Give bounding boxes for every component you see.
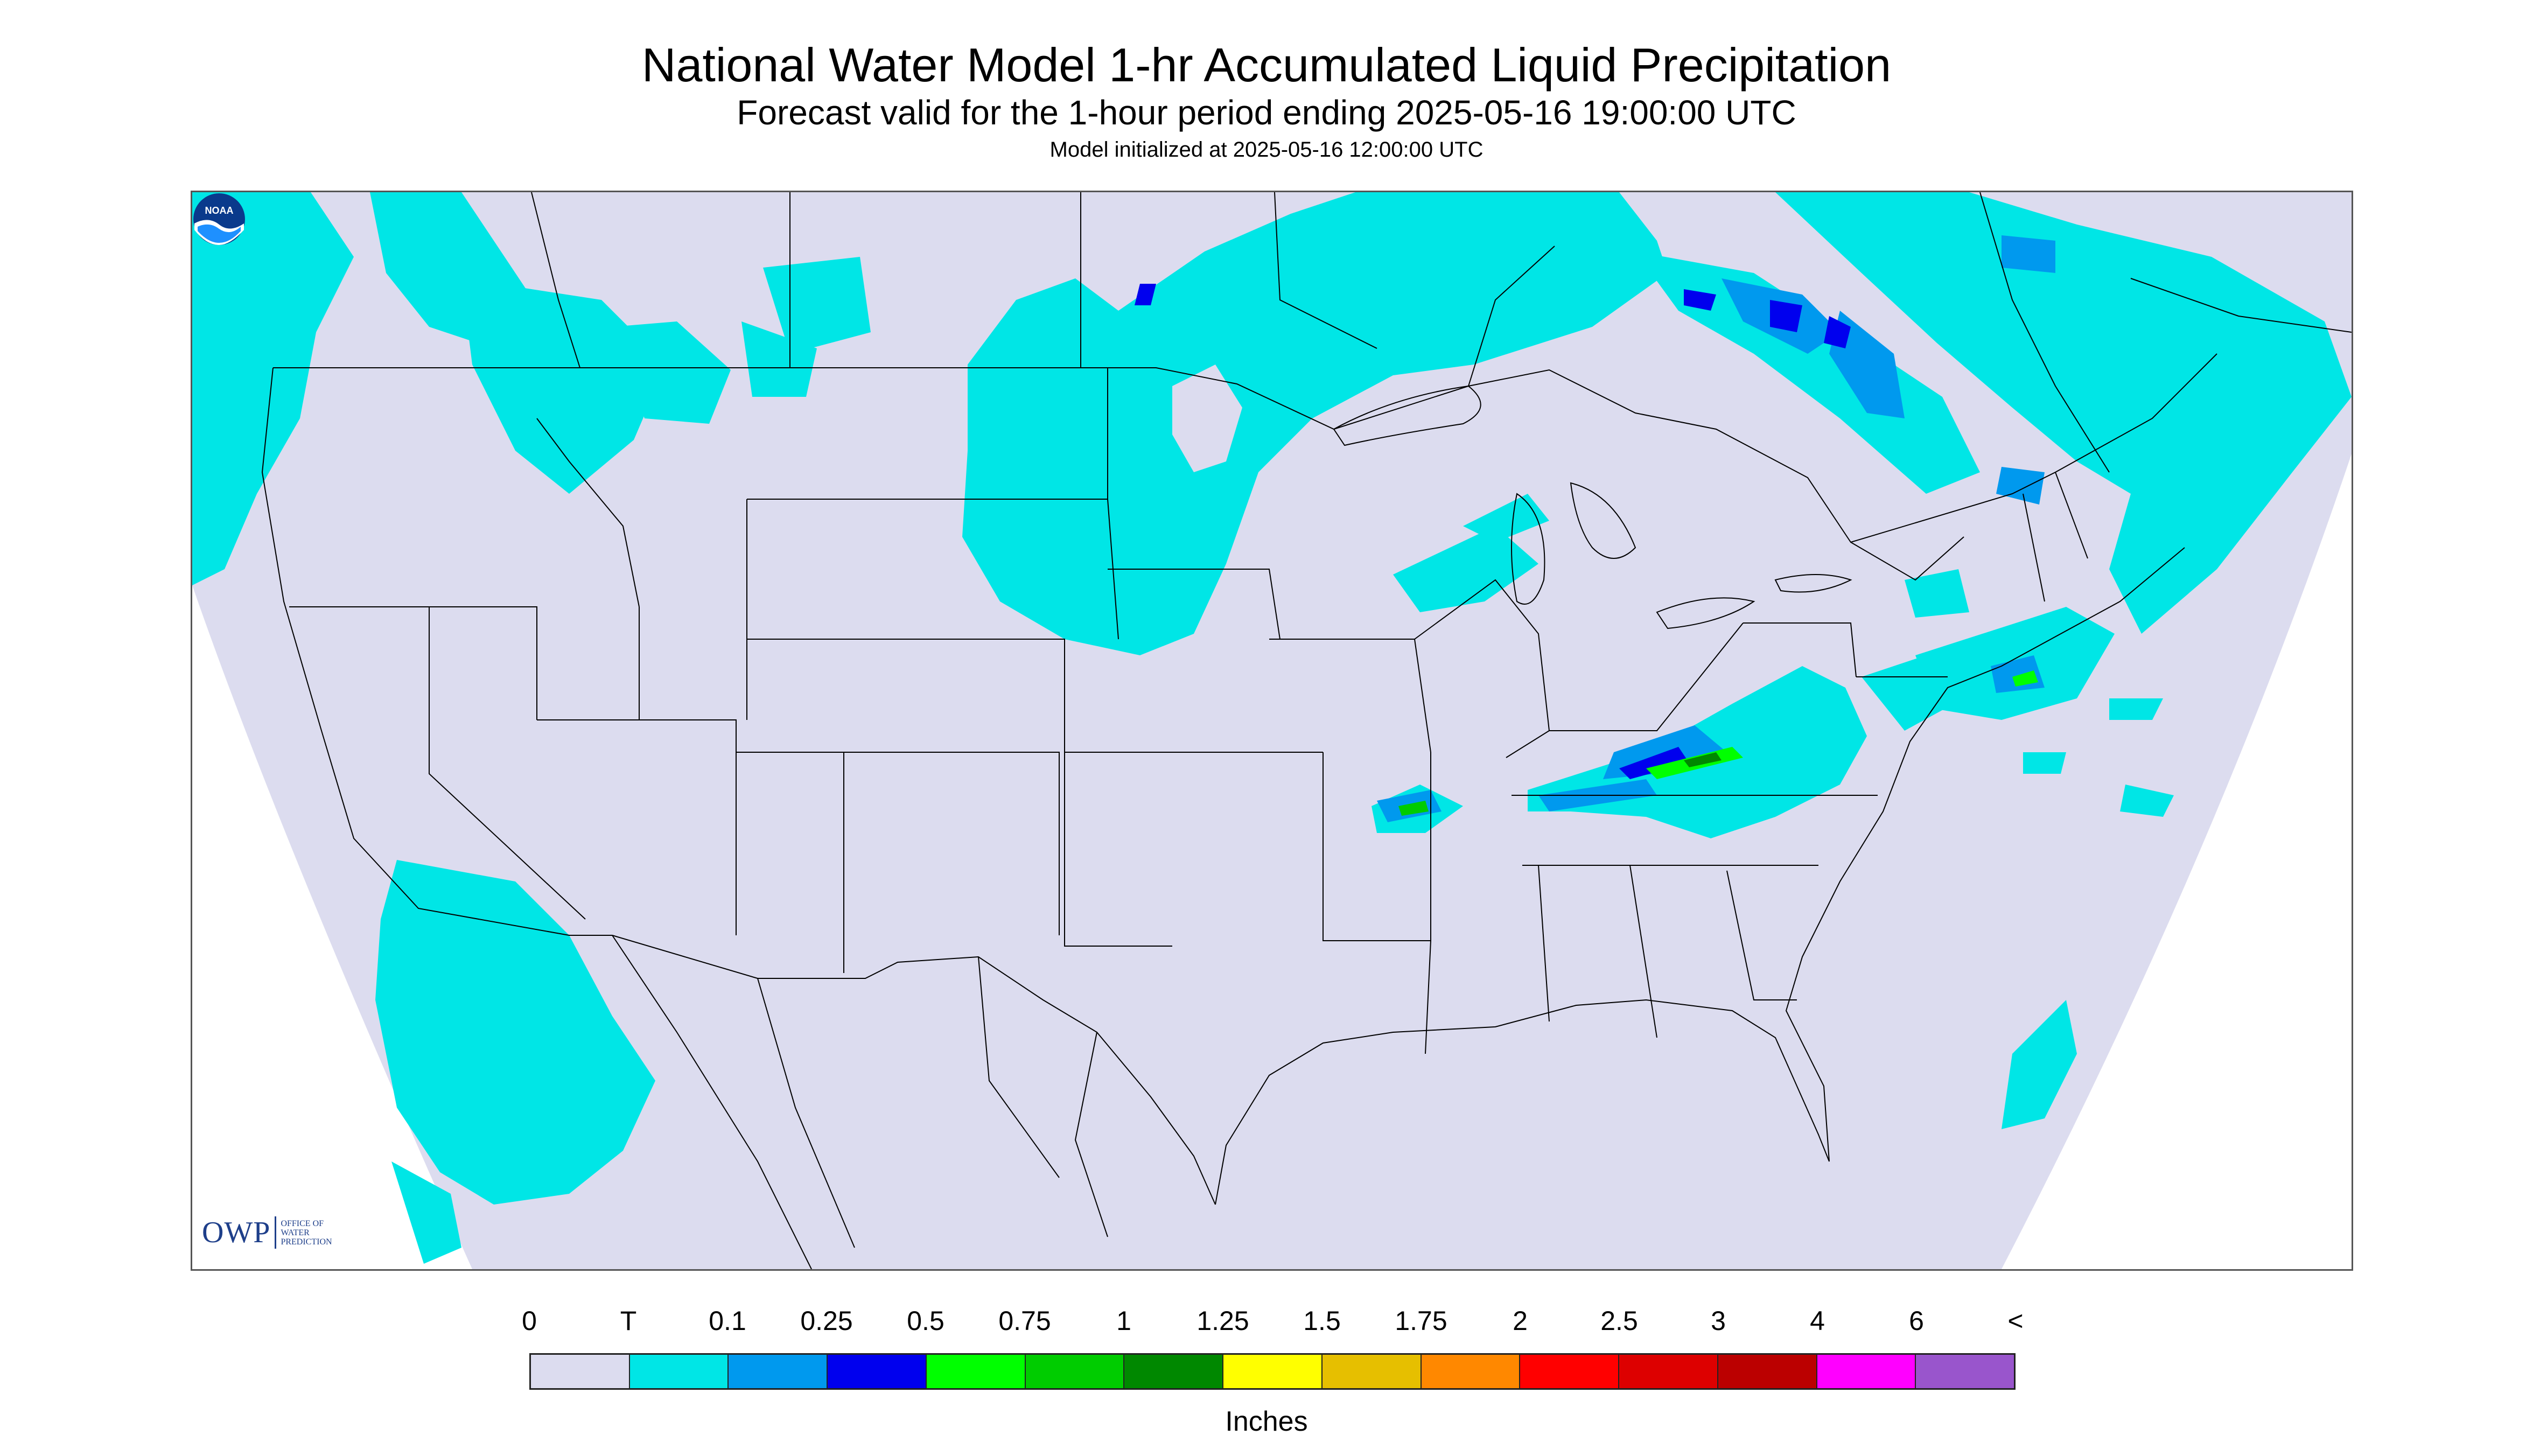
precip-northeast-band [1635, 251, 1980, 494]
legend-swatch [926, 1355, 1026, 1388]
legend-swatch [1718, 1355, 1817, 1388]
pacific-coast [261, 367, 612, 936]
legend-swatch [531, 1355, 630, 1388]
legend-color-bar [529, 1353, 2016, 1390]
us-canada-border [273, 353, 2217, 543]
owp-logo: OWP OFFICE OF WATER PREDICTION [202, 1215, 332, 1250]
lake-ontario [1774, 574, 1852, 593]
map-canvas [192, 192, 2352, 1269]
legend-swatch [828, 1355, 927, 1388]
legend-label: 0.25 [800, 1306, 853, 1336]
legend-label: 2.5 [1600, 1306, 1638, 1336]
legend-label: 0 [522, 1306, 537, 1336]
legend-swatch [1916, 1355, 2014, 1388]
precipitation-map[interactable]: OWP OFFICE OF WATER PREDICTION NOAA [191, 191, 2353, 1271]
gulf-coast [1215, 999, 1830, 1205]
owp-logo-text: OFFICE OF WATER PREDICTION [281, 1219, 332, 1247]
legend-label: 1.75 [1395, 1306, 1447, 1336]
legend-swatch [1025, 1355, 1125, 1388]
precip-0-5-plus-areas [1398, 670, 2038, 816]
legend-swatch [729, 1355, 828, 1388]
model-init-line: Model initialized at 2025-05-16 12:00:00… [1049, 138, 1484, 162]
great-lakes [1333, 385, 1852, 629]
legend-swatch [1124, 1355, 1224, 1388]
legend-label: 1.25 [1196, 1306, 1249, 1336]
precip-0-25-areas [1135, 284, 1851, 779]
map-domain [192, 192, 2352, 1269]
legend-swatch [1322, 1355, 1422, 1388]
legend-swatch [629, 1355, 729, 1388]
legend-label: 2 [1513, 1306, 1528, 1336]
legend-label: T [620, 1306, 637, 1336]
owp-logo-divider [275, 1216, 277, 1249]
legend-label: 1 [1116, 1306, 1131, 1336]
political-boundaries [261, 192, 2352, 1269]
legend-label: 0.1 [709, 1306, 746, 1336]
legend-label: 0.5 [907, 1306, 944, 1336]
legend-swatch [1817, 1355, 1916, 1388]
atlantic-coast [1785, 547, 2185, 1162]
legend-label: 3 [1711, 1306, 1726, 1336]
precip-trace-areas [192, 192, 2352, 1264]
legend-label: 0.75 [998, 1306, 1051, 1336]
legend-swatch [1619, 1355, 1718, 1388]
noaa-logo: NOAA [193, 193, 245, 245]
legend-units: Inches [1225, 1406, 1308, 1437]
lake-erie [1656, 597, 1755, 629]
legend-label: < [2007, 1306, 2024, 1336]
legend-label: 6 [1909, 1306, 1924, 1336]
legend-labels: 0 T 0.1 0.25 0.5 0.75 1 1.25 1.5 1.75 2 2.5 3 4 6 < [0, 1305, 2533, 1343]
us-mexico-border [612, 935, 1216, 1205]
precip-northern-plains [962, 192, 1668, 655]
owp-logo-mark: OWP [202, 1216, 271, 1249]
lake-huron [1570, 482, 1636, 559]
legend-label: 4 [1810, 1306, 1825, 1336]
legend-label: 1.5 [1303, 1306, 1341, 1336]
map-title: National Water Model 1-hr Accumulated Li… [641, 38, 1892, 92]
precip-pacific-northwest [192, 192, 354, 585]
map-subtitle: Forecast valid for the 1-hour period end… [737, 93, 1796, 132]
noaa-logo-text: NOAA [205, 205, 234, 216]
legend-swatch [1520, 1355, 1620, 1388]
lake-superior [1333, 385, 1481, 446]
legend-swatch [1421, 1355, 1521, 1388]
precip-pacific-southwest [375, 860, 655, 1205]
lake-michigan [1511, 493, 1545, 605]
legend-swatch [1223, 1355, 1323, 1388]
